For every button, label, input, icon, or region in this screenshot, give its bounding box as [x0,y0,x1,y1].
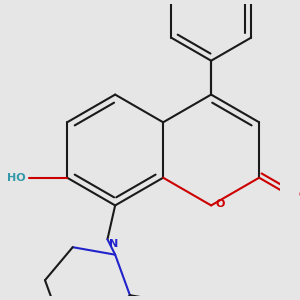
Text: N: N [109,238,118,248]
Text: HO: HO [7,173,26,183]
Text: O: O [298,190,300,200]
Text: O: O [216,199,225,209]
